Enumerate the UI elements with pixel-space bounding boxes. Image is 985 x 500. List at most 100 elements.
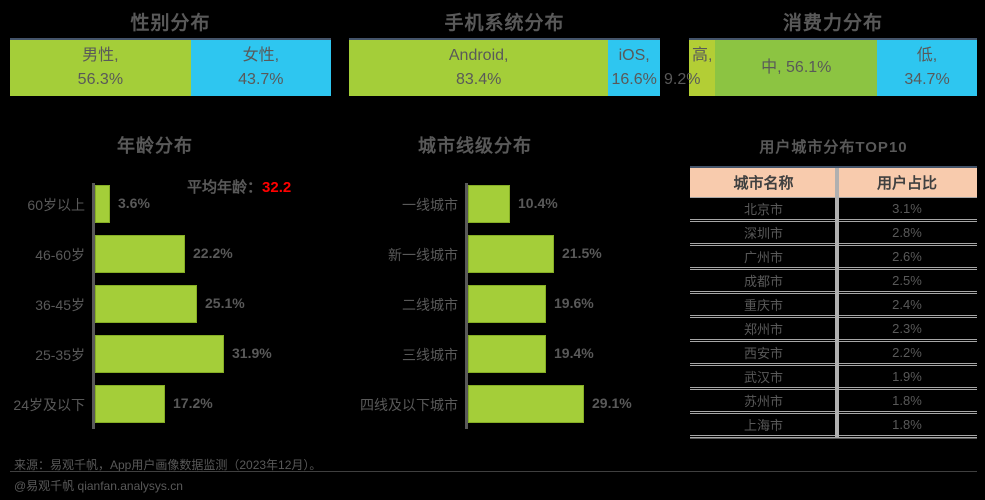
stacked-segment: 高, 9.2% xyxy=(664,40,716,96)
bar-value-label: 10.4% xyxy=(518,195,558,211)
city-name-cell: 郑州市 xyxy=(743,322,783,337)
segment-value: 34.7% xyxy=(904,71,950,88)
os-stacked-bar: Android, 83.4% iOS, 16.6% xyxy=(349,38,660,96)
table-row: 重庆市 2.4% xyxy=(690,294,977,318)
age-chart-axis xyxy=(92,183,95,429)
gender-stacked-bar: 男性, 56.3% 女性, 43.7% xyxy=(10,38,331,96)
bar xyxy=(468,235,554,273)
city-name-cell: 武汉市 xyxy=(743,370,783,385)
table-row: 郑州市 2.3% xyxy=(690,318,977,342)
bar xyxy=(95,185,110,223)
consumption-stacked-bar: 高, 9.2% 中, 56.1% 低, 34.7% xyxy=(664,38,977,96)
segment-label: 男性, xyxy=(82,47,119,64)
bar-category-label: 25-35岁 xyxy=(35,347,85,363)
city-share-cell: 3.1% xyxy=(892,201,922,216)
bar-category-label: 三线城市 xyxy=(402,347,458,363)
table-header-user-share: 用户占比 xyxy=(876,175,937,192)
segment-value: 83.4% xyxy=(455,71,502,88)
table-row: 深圳市 2.8% xyxy=(690,222,977,246)
table-top-accent-line xyxy=(690,166,977,168)
city-name-cell: 重庆市 xyxy=(743,298,783,313)
bar-value-label: 25.1% xyxy=(205,295,245,311)
gender-chart-title: 性别分布 xyxy=(130,13,211,34)
city-name-cell: 成都市 xyxy=(743,274,783,289)
table-bottom-line xyxy=(690,438,977,439)
segment-label: 女性, xyxy=(242,47,280,64)
stacked-segment: Android, 83.4% xyxy=(349,40,609,96)
source-note: 来源：易观千帆，App用户画像数据监测（2023年12月）。 xyxy=(14,458,322,472)
table-column-divider xyxy=(835,168,839,437)
table-header-city-name: 城市名称 xyxy=(733,175,794,192)
city-name-cell: 深圳市 xyxy=(743,226,783,241)
stacked-segment: 女性, 43.7% xyxy=(190,40,331,96)
segment-value: 16.6% xyxy=(611,71,657,88)
city-share-cell: 1.8% xyxy=(892,417,922,432)
bar-category-label: 36-45岁 xyxy=(35,297,85,313)
age-chart-title: 年龄分布 xyxy=(117,136,193,156)
stacked-segment: 男性, 56.3% xyxy=(10,40,191,96)
average-age-annotation: 平均年龄：32.2 xyxy=(187,176,291,197)
table-row: 成都市 2.5% xyxy=(690,270,977,294)
city-share-cell: 2.2% xyxy=(892,345,922,360)
city-name-cell: 西安市 xyxy=(743,346,783,361)
city-table: 城市名称 用户占比 北京市 3.1% 深圳市 2.8% 广州市 2.6% 成都市 2.5% 重庆… xyxy=(690,166,977,439)
city-share-cell: 2.8% xyxy=(892,225,922,240)
table-header-row: 城市名称 用户占比 xyxy=(690,168,977,198)
city-name-cell: 广州市 xyxy=(743,250,783,265)
table-row: 西安市 2.2% xyxy=(690,342,977,366)
stacked-segment: 中, 56.1% xyxy=(715,40,878,96)
table-body: 北京市 3.1% 深圳市 2.8% 广州市 2.6% 成都市 2.5% 重庆市 2.4% 郑州市 2.… xyxy=(690,198,977,438)
bar-value-label: 21.5% xyxy=(562,245,602,261)
bar-category-label: 一线城市 xyxy=(402,197,458,213)
bar-value-label: 29.1% xyxy=(592,395,632,411)
segment-value: 56.3% xyxy=(77,71,124,88)
segment-label: iOS, xyxy=(618,47,650,64)
city-name-cell: 北京市 xyxy=(743,202,783,217)
table-row: 武汉市 1.9% xyxy=(690,366,977,390)
bar xyxy=(95,285,197,323)
bar-value-label: 22.2% xyxy=(193,245,233,261)
table-row: 上海市 1.8% xyxy=(690,414,977,438)
bar xyxy=(468,285,546,323)
bar-value-label: 19.4% xyxy=(554,345,594,361)
footer-divider-line xyxy=(10,471,977,472)
city-tier-chart-axis xyxy=(465,183,468,429)
table-row: 广州市 2.6% xyxy=(690,246,977,270)
city-share-cell: 2.5% xyxy=(892,273,922,288)
segment-label: 低, xyxy=(916,47,938,64)
bar-value-label: 19.6% xyxy=(554,295,594,311)
bar-category-label: 60岁以上 xyxy=(27,197,85,213)
bar xyxy=(468,185,510,223)
city-share-cell: 1.9% xyxy=(892,369,922,384)
table-row: 北京市 3.1% xyxy=(690,198,977,222)
bar xyxy=(95,385,165,423)
os-chart-title: 手机系统分布 xyxy=(444,13,565,34)
bar-category-label: 新一线城市 xyxy=(388,247,458,263)
consumption-chart-title: 消费力分布 xyxy=(782,13,883,34)
bar-category-label: 二线城市 xyxy=(402,297,458,313)
bar-value-label: 3.6% xyxy=(118,195,150,211)
city-share-cell: 2.6% xyxy=(892,249,922,264)
average-age-value: 32.2 xyxy=(262,179,292,196)
city-share-cell: 2.3% xyxy=(892,321,922,336)
city-name-cell: 上海市 xyxy=(743,418,783,433)
stacked-segment: iOS, 16.6% xyxy=(608,40,660,96)
city-table-title: 用户城市分布TOP10 xyxy=(759,139,908,156)
segment-label: Android, xyxy=(448,47,509,64)
table-row: 苏州市 1.8% xyxy=(690,390,977,414)
bar-category-label: 四线及以下城市 xyxy=(360,397,458,413)
bar xyxy=(468,385,584,423)
bar-category-label: 46-60岁 xyxy=(35,247,85,263)
city-share-cell: 1.8% xyxy=(892,393,922,408)
segment-label: 高, xyxy=(692,47,713,64)
watermark-note: @易观千帆 qianfan.analysys.cn xyxy=(14,479,183,493)
segment-value: 9.2% xyxy=(664,71,701,88)
bar-value-label: 17.2% xyxy=(173,395,213,411)
bar-category-label: 24岁及以下 xyxy=(13,397,85,413)
stacked-segment: 低, 34.7% xyxy=(877,40,977,96)
city-name-cell: 苏州市 xyxy=(743,394,783,409)
bar xyxy=(468,335,546,373)
average-age-label: 平均年龄： xyxy=(187,179,263,196)
city-tier-chart-title: 城市线级分布 xyxy=(418,136,532,156)
bar-value-label: 31.9% xyxy=(232,345,272,361)
